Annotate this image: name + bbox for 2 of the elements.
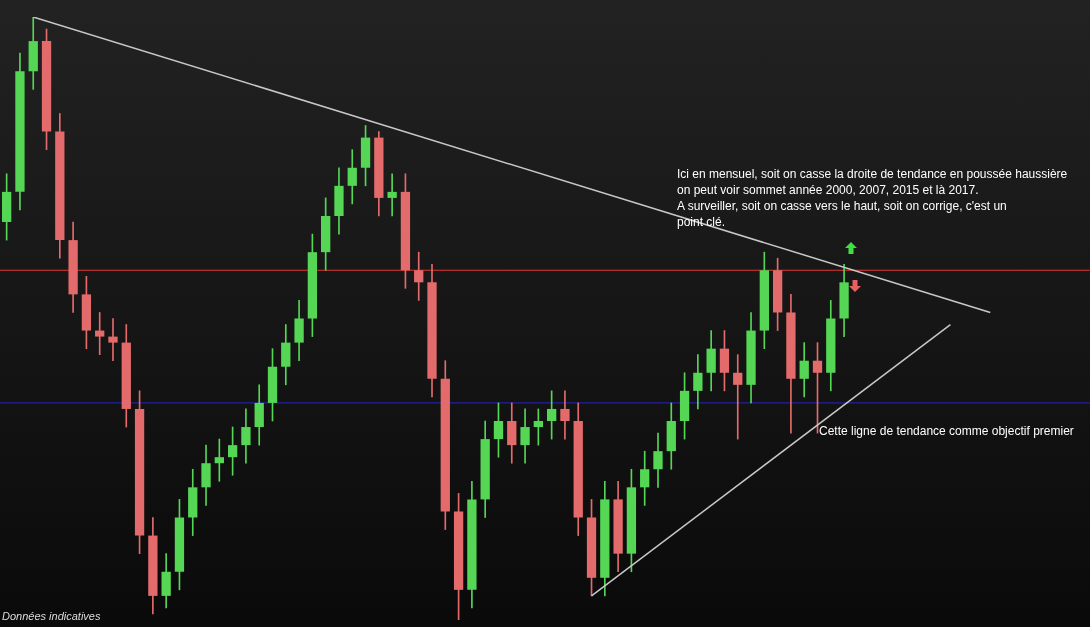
- annotation: Données indicatives: [2, 609, 101, 624]
- annotation: Cette ligne de tendance comme objectif premier: [819, 423, 1074, 439]
